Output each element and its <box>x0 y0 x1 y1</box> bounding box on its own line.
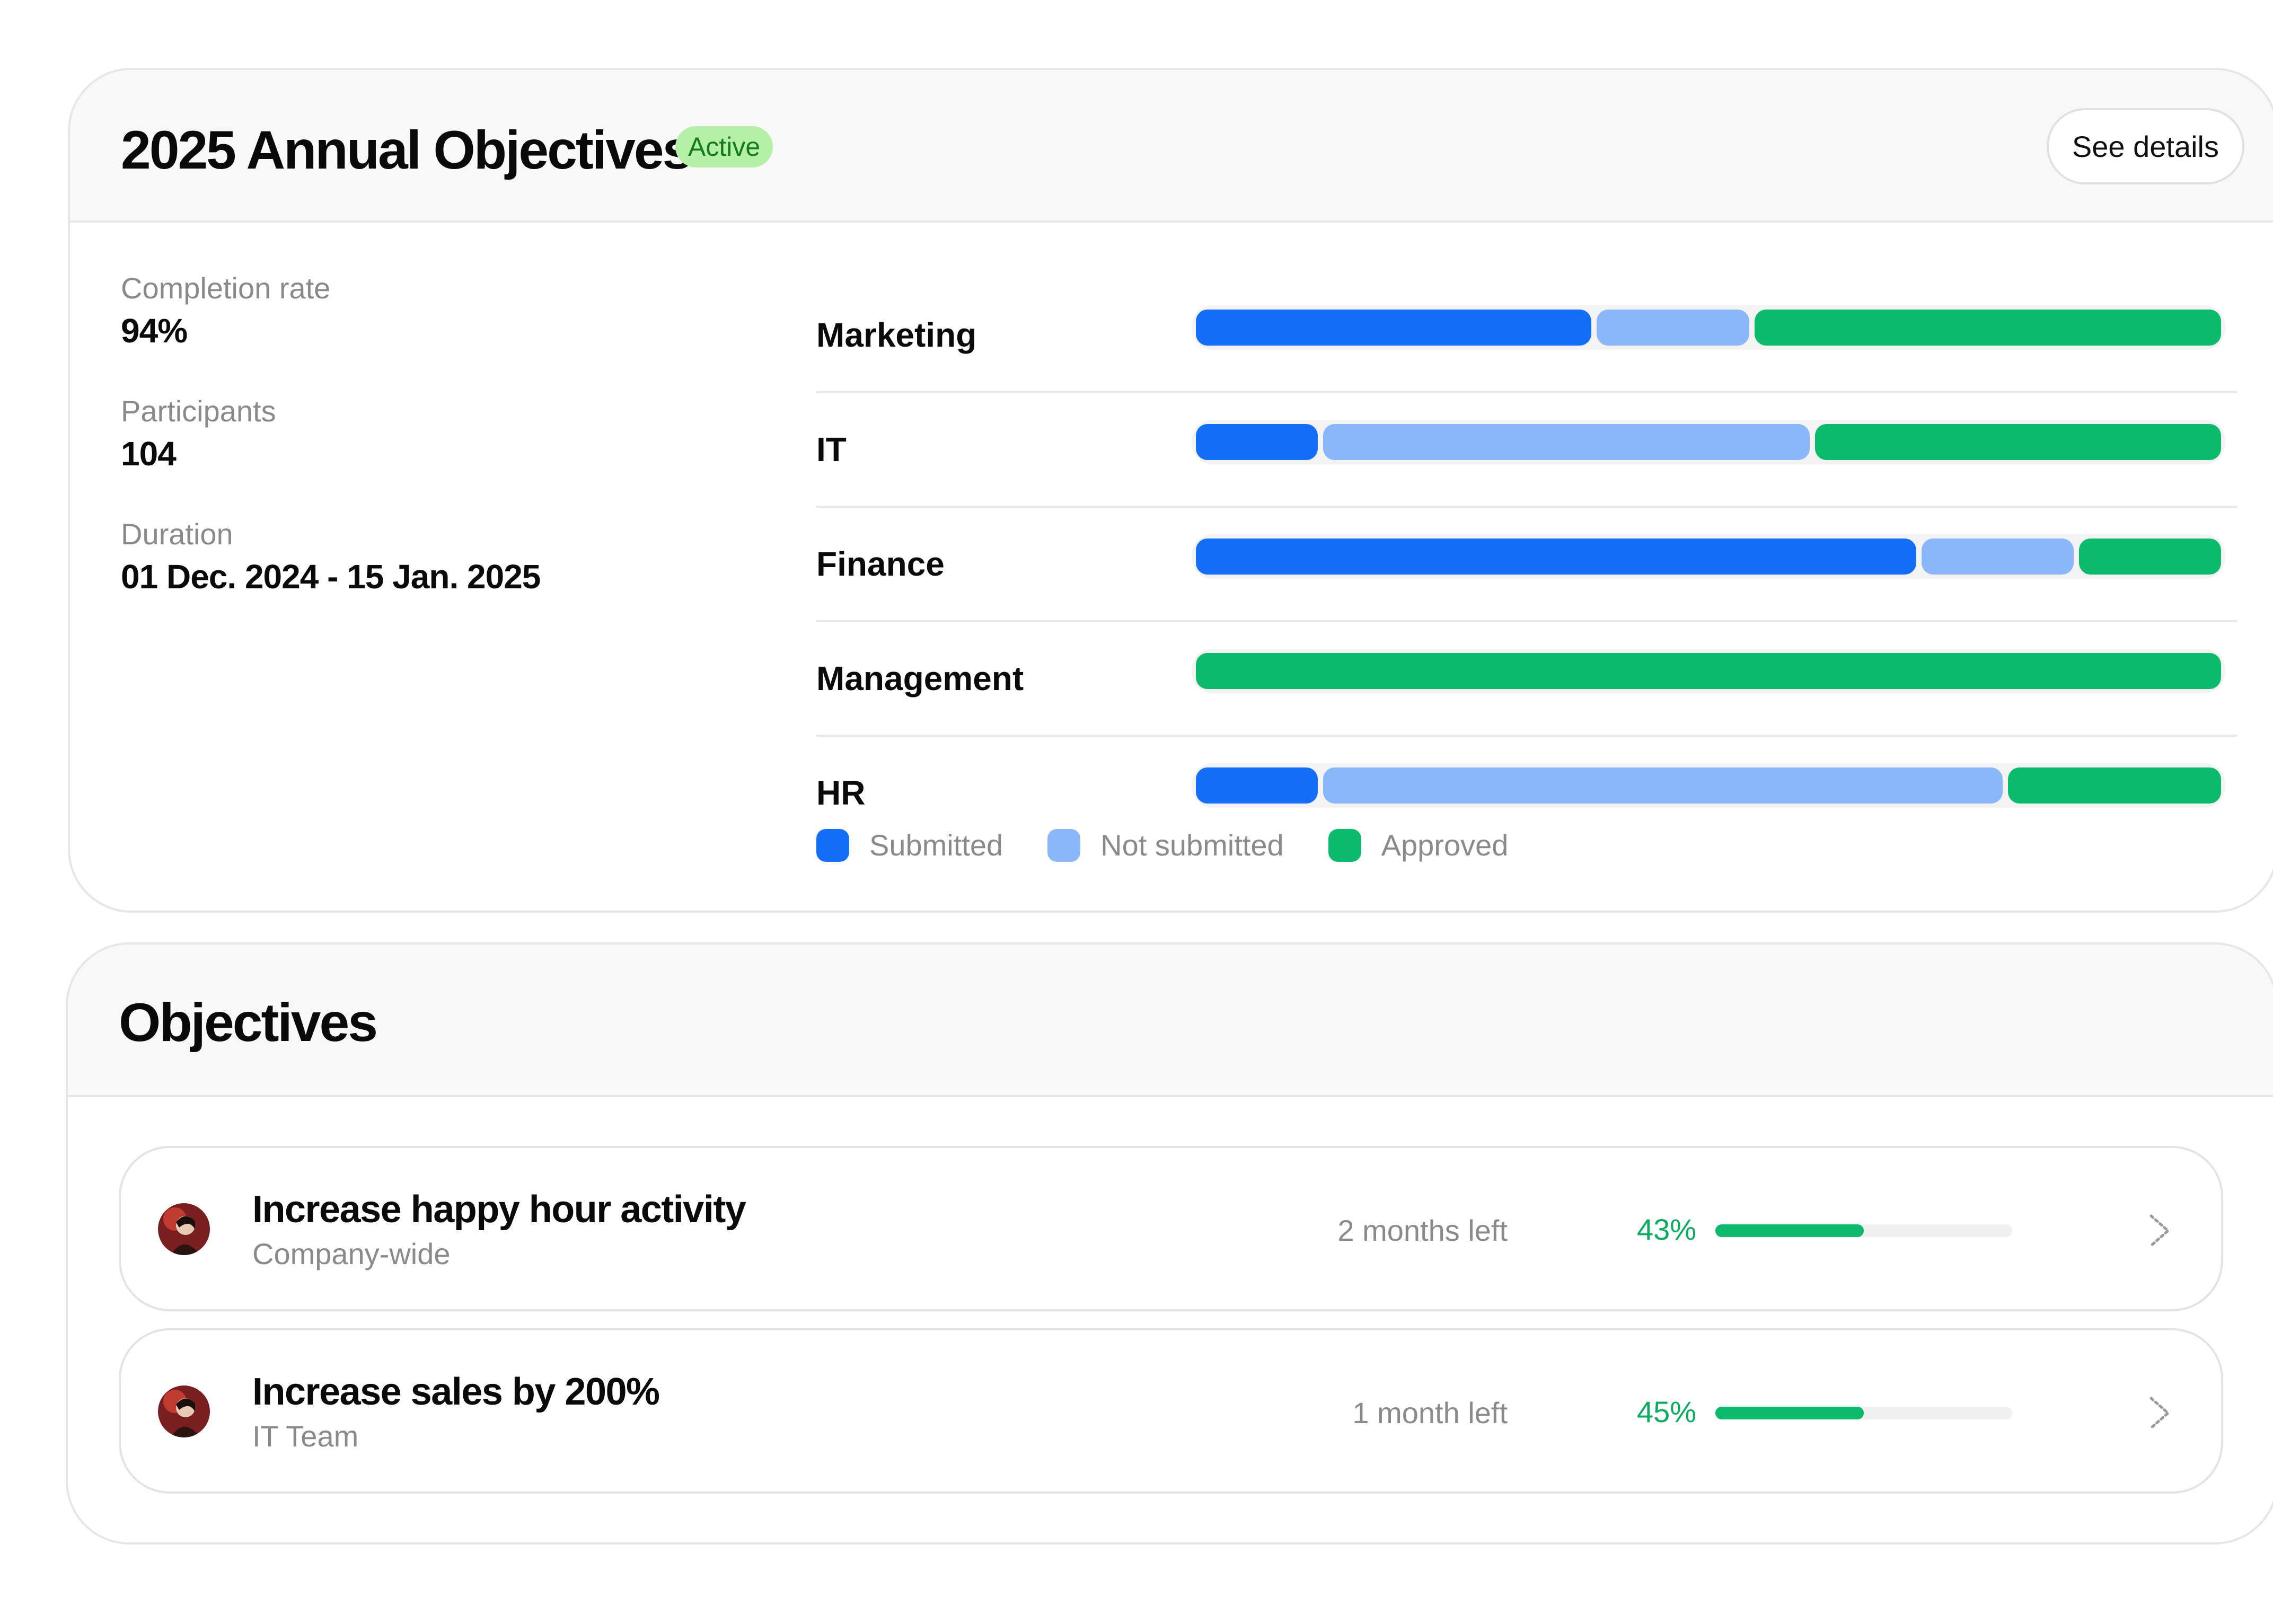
department-row-management: Management <box>816 622 2237 737</box>
bar-segment-approved <box>2079 539 2221 575</box>
department-label: Management <box>816 659 1024 698</box>
bar-segment-not-submitted <box>1323 767 2003 804</box>
legend-label-not-submitted: Not submitted <box>1100 828 1284 862</box>
department-row-finance: Finance <box>816 508 2237 622</box>
bar-segment-approved <box>1815 424 2221 460</box>
legend-item-approved: Approved <box>1328 828 1509 862</box>
status-badge: Active <box>675 126 773 167</box>
overview-header: 2025 Annual Objectives Active See detail… <box>70 70 2273 223</box>
bar-segment-submitted <box>1196 767 1318 804</box>
objective-title: Increase happy hour activity <box>252 1188 746 1231</box>
stat-value-duration: 01 Dec. 2024 - 15 Jan. 2025 <box>121 558 541 596</box>
legend-label-submitted: Submitted <box>869 828 1003 862</box>
objective-subtitle: Company-wide <box>252 1237 451 1270</box>
bar-segment-not-submitted <box>1597 310 1749 346</box>
chevron-right-icon[interactable] <box>2145 1394 2174 1432</box>
chevron-right-icon[interactable] <box>2145 1212 2174 1250</box>
objectives-overview-card: 2025 Annual Objectives Active See detail… <box>68 68 2273 913</box>
objectives-list-card: Objectives Increase happy hour activity … <box>66 942 2273 1544</box>
bar-segment-submitted <box>1196 539 1916 575</box>
objectives-title: Objectives <box>119 992 378 1053</box>
stat-label-participants: Participants <box>121 394 276 428</box>
objective-subtitle: IT Team <box>252 1419 359 1453</box>
objective-row[interactable]: Increase sales by 200% IT Team 1 month l… <box>119 1328 2223 1494</box>
department-row-hr: HR <box>816 737 2237 851</box>
objective-progress-bar <box>1715 1407 2012 1419</box>
bar-segment-approved <box>2008 767 2221 804</box>
objective-row[interactable]: Increase happy hour activity Company-wid… <box>119 1146 2223 1311</box>
bar-segment-submitted <box>1196 424 1318 460</box>
stat-value-completion-rate: 94% <box>121 312 188 350</box>
avatar <box>158 1203 210 1255</box>
objective-percent: 43% <box>1637 1213 1697 1246</box>
objective-title: Increase sales by 200% <box>252 1371 660 1413</box>
department-label: IT <box>816 430 847 469</box>
chart-legend: Submitted Not submitted Approved <box>816 828 1508 862</box>
avatar <box>158 1385 210 1437</box>
page-title: 2025 Annual Objectives <box>121 120 692 180</box>
department-label: HR <box>816 774 866 812</box>
see-details-button[interactable]: See details <box>2046 108 2244 184</box>
legend-swatch-submitted <box>816 828 849 862</box>
department-row-marketing: Marketing <box>816 279 2237 393</box>
objective-progress-fill <box>1715 1224 1864 1237</box>
bar-segment-approved <box>1754 310 2221 346</box>
person-avatar-icon <box>158 1203 210 1255</box>
department-label: Marketing <box>816 316 977 354</box>
stat-label-completion-rate: Completion rate <box>121 271 331 305</box>
person-avatar-icon <box>158 1385 210 1437</box>
department-bar-track <box>1192 534 2225 579</box>
bar-segment-approved <box>1196 653 2221 689</box>
bar-segment-not-submitted <box>1323 424 1810 460</box>
department-label: Finance <box>816 545 945 583</box>
stat-label-duration: Duration <box>121 517 233 551</box>
department-bar-track <box>1192 649 2225 693</box>
objective-progress-fill <box>1715 1407 1864 1419</box>
objective-progress-bar <box>1715 1224 2012 1237</box>
department-bar-track <box>1192 763 2225 808</box>
department-bar-track <box>1192 420 2225 464</box>
department-row-it: IT <box>816 393 2237 508</box>
legend-item-submitted: Submitted <box>816 828 1003 862</box>
objective-time-left: 1 month left <box>1352 1396 1508 1429</box>
stat-value-participants: 104 <box>121 435 177 473</box>
legend-swatch-approved <box>1328 828 1361 862</box>
department-bar-track <box>1192 305 2225 350</box>
legend-label-approved: Approved <box>1381 828 1509 862</box>
legend-item-not-submitted: Not submitted <box>1047 828 1284 862</box>
bar-segment-submitted <box>1196 310 1592 346</box>
objective-time-left: 2 months left <box>1337 1214 1508 1247</box>
objectives-header: Objectives <box>68 945 2273 1097</box>
objective-percent: 45% <box>1637 1395 1697 1428</box>
bar-segment-not-submitted <box>1921 539 2074 575</box>
legend-swatch-not-submitted <box>1047 828 1081 862</box>
